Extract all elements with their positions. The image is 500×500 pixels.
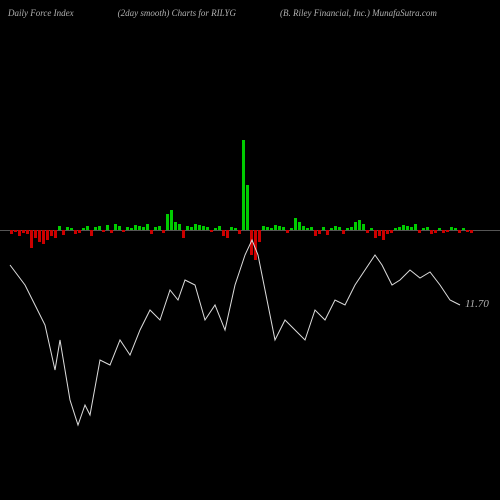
header-mid: (2day smooth) Charts for RILYG [118, 8, 236, 18]
chart-header: Daily Force Index (2day smooth) Charts f… [0, 8, 500, 18]
current-value-label: 11.70 [465, 298, 489, 310]
header-right: (B. Riley Financial, Inc.) MunafaSutra.c… [280, 8, 437, 18]
price-line [0, 30, 500, 470]
header-left: Daily Force Index [8, 8, 74, 18]
force-index-chart: 11.70 [0, 30, 500, 470]
